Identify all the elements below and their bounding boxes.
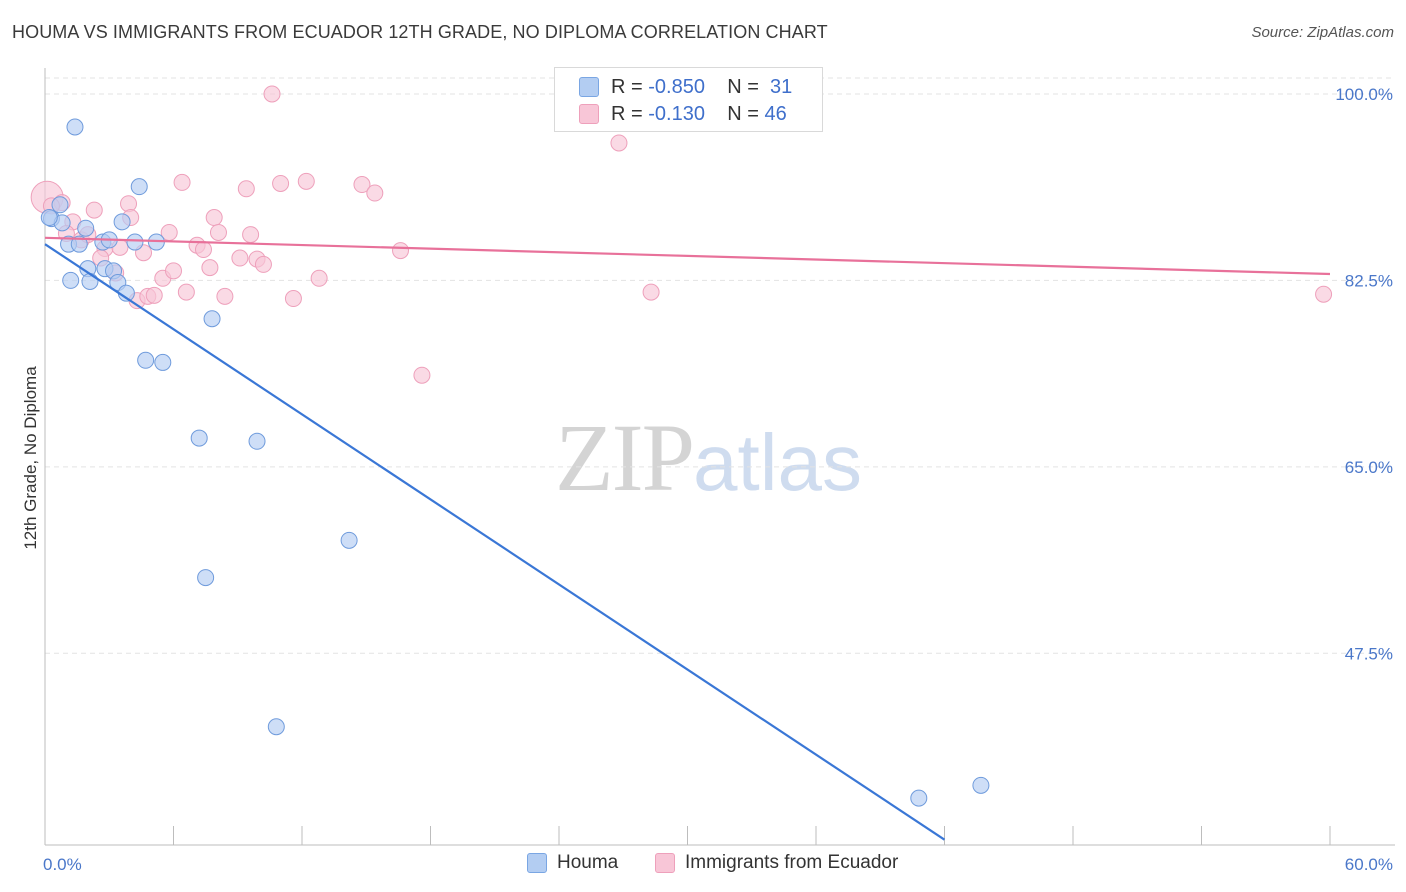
houma-legend-label: Houma [557,852,619,873]
houma-point [190,429,208,447]
legend-row-ecuador: R = -0.130 N = 46 [579,102,787,126]
houma-point [340,531,358,549]
ecuador-point [272,174,290,192]
trendlines [44,236,1331,841]
y-axis-label: 12th Grade, No Diploma [21,366,40,550]
ecuador-point [263,85,281,103]
ecuador-legend-label: Immigrants from Ecuador [685,852,899,873]
ecuador-point [194,241,212,259]
houma-point [70,235,88,253]
ecuador-point [201,259,219,277]
houma-point [126,233,144,251]
ecuador-point [297,172,315,190]
ecuador-legend-swatch [655,853,675,873]
houma-legend-swatch [527,853,547,873]
y-tick-label: 65.0% [1345,458,1393,477]
houma-point [137,351,155,369]
houma-point [40,209,58,227]
houma-trendline [44,243,946,841]
ecuador-point [209,223,227,241]
r-value: -0.130 [648,102,705,125]
houma-point [130,178,148,196]
source-label: Source: ZipAtlas.com [1251,24,1394,41]
ecuador-point [366,184,384,202]
series-houma-points [40,118,990,807]
ecuador-point [237,180,255,198]
ecuador-point [173,173,191,191]
houma-point [62,271,80,289]
n-label: N = [727,75,759,98]
legend-item-houma: Houma [527,852,618,874]
n-value: 46 [764,102,787,125]
houma-point [267,718,285,736]
chart-title: HOUMA VS IMMIGRANTS FROM ECUADOR 12TH GR… [12,22,828,42]
n-label: N = [727,102,759,125]
ecuador-point [205,209,223,227]
y-tick-label: 82.5% [1345,271,1393,290]
ecuador-point [242,226,260,244]
ecuador-point [310,269,328,287]
houma-point [51,196,69,214]
y-tick-label: 100.0% [1335,85,1393,104]
houma-point [154,353,172,371]
houma-point [248,432,266,450]
y-tick-label: 47.5% [1345,644,1393,663]
houma-swatch [579,77,599,97]
ecuador-point [284,290,302,308]
legend-row-houma: R = -0.850 N = 31 [579,75,792,99]
ecuador-point [413,366,431,384]
series-legend: Houma Immigrants from Ecuador [0,852,1406,878]
r-label: R = [611,102,643,125]
houma-point [203,310,221,328]
ecuador-trendline [44,236,1331,276]
x-tick-label-min: 0.0% [43,855,82,874]
ecuador-point [85,201,103,219]
houma-point [972,776,990,794]
houma-point [81,272,99,290]
houma-point [910,789,928,807]
houma-point [77,219,95,237]
x-tick-label-max: 60.0% [1345,855,1393,874]
correlation-legend: R = -0.850 N = 31 R = -0.130 N = 46 [554,67,823,132]
ecuador-point [610,134,628,152]
tick-labels: 100.0% 82.5% 65.0% 47.5% 0.0% 60.0% [43,85,1393,874]
ecuador-point [120,195,138,213]
ecuador-point [165,262,182,280]
ecuador-point [216,287,234,305]
r-value: -0.850 [648,75,705,98]
ecuador-point [1315,285,1333,303]
grid-lines [45,77,1395,654]
ecuador-point [392,242,410,260]
ecuador-point [231,249,249,267]
ecuador-point [642,283,660,301]
houma-point [66,118,84,136]
n-value: 31 [770,75,793,98]
ecuador-point [177,283,195,301]
ecuador-point [353,176,371,194]
legend-item-ecuador: Immigrants from Ecuador [655,852,898,874]
houma-point [197,569,215,587]
houma-point [113,213,131,231]
r-label: R = [611,75,643,98]
ecuador-swatch [579,104,599,124]
ecuador-point [145,286,163,304]
ecuador-point [254,255,272,273]
